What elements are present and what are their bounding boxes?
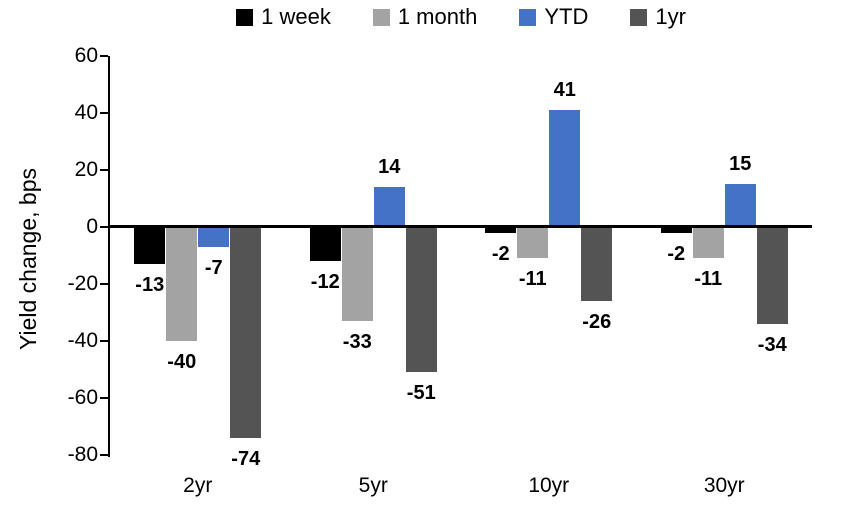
bar-1-week-30yr — [660, 227, 692, 233]
y-tick — [100, 112, 108, 114]
legend-item-1-month: 1 month — [372, 4, 478, 29]
y-tick-label: 40 — [74, 101, 98, 124]
y-tick-label: -60 — [67, 386, 98, 409]
bar-value-label: -2 — [667, 242, 686, 265]
bar-value-label: -74 — [231, 447, 261, 470]
legend-swatch-1-week — [236, 8, 254, 26]
legend-swatch-1yr — [630, 8, 648, 26]
legend-item-ytd: YTD — [519, 6, 588, 28]
bar-value-label: -13 — [135, 274, 165, 297]
y-tick — [100, 55, 108, 57]
legend-swatch-ytd — [519, 8, 537, 26]
bar-1-month-2yr — [166, 227, 198, 341]
bar-1yr-10yr — [581, 227, 613, 302]
x-category-label: 5yr — [358, 474, 388, 497]
legend-label: 1 week — [261, 4, 331, 29]
x-category-label: 10yr — [528, 474, 570, 497]
bar-value-label: -51 — [406, 382, 436, 405]
y-tick-label: -20 — [67, 272, 98, 295]
bar-ytd-2yr — [198, 227, 230, 247]
bar-value-label: 41 — [553, 79, 576, 102]
legend: 1 week 1 month YTD 1yr — [110, 6, 812, 28]
legend-label: YTD — [544, 4, 589, 29]
bar-1-week-10yr — [485, 227, 517, 233]
bar-1-month-30yr — [692, 227, 724, 259]
y-tick-label: 20 — [74, 158, 98, 181]
x-category-label: 30yr — [703, 474, 745, 497]
bar-1yr-5yr — [405, 227, 437, 373]
bar-value-label: 14 — [378, 156, 401, 179]
legend-item-1-week: 1 week — [236, 6, 331, 28]
y-tick — [100, 340, 108, 342]
bar-ytd-10yr — [549, 110, 581, 227]
bar-1-week-2yr — [134, 227, 166, 265]
y-axis-line — [108, 56, 110, 457]
bar-value-label: -12 — [310, 271, 340, 294]
y-tick — [100, 454, 108, 456]
bar-value-label: -34 — [757, 333, 787, 356]
y-tick-label: 0 — [86, 215, 98, 238]
x-category-label: 2yr — [183, 474, 213, 497]
bar-value-label: -26 — [582, 311, 612, 334]
bar-ytd-30yr — [724, 184, 756, 227]
zero-axis-line — [110, 225, 812, 228]
legend-item-1yr: 1yr — [630, 6, 686, 28]
bar-value-label: -40 — [167, 351, 197, 373]
bar-ytd-5yr — [373, 187, 405, 227]
bar-value-label: 15 — [729, 153, 752, 176]
y-tick — [100, 226, 108, 228]
bar-value-label: -33 — [342, 331, 372, 354]
y-tick-label: -40 — [67, 329, 98, 352]
legend-swatch-1-month — [372, 8, 390, 26]
bar-value-label: -11 — [518, 268, 547, 291]
bar-1yr-2yr — [230, 227, 262, 438]
y-tick-label: 60 — [74, 44, 98, 67]
bar-1-week-5yr — [309, 227, 341, 262]
bar-value-label: -7 — [204, 256, 223, 279]
y-tick — [100, 169, 108, 171]
bar-value-label: -11 — [694, 268, 723, 291]
y-tick — [100, 397, 108, 399]
legend-label: 1 month — [397, 4, 478, 29]
bar-value-label: -2 — [491, 242, 510, 265]
y-tick — [100, 283, 108, 285]
bar-1-month-10yr — [517, 227, 549, 259]
bar-1yr-30yr — [756, 227, 788, 324]
y-tick-label: -80 — [67, 443, 98, 466]
legend-label: 1yr — [655, 4, 686, 29]
bar-1-month-5yr — [341, 227, 373, 322]
